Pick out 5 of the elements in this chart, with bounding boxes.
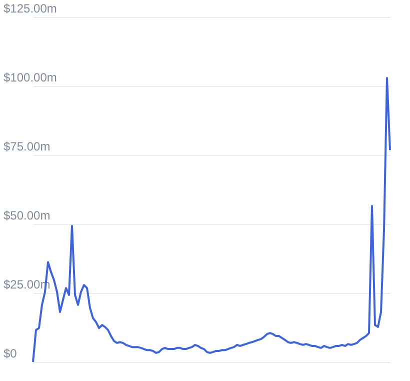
y-tick-label: $0 — [4, 346, 18, 360]
y-tick-label: $50.00m — [4, 208, 50, 222]
y-tick-label: $100.00m — [4, 70, 57, 84]
y-tick-label: $125.00m — [4, 2, 57, 16]
y-tick-label: $75.00m — [4, 140, 50, 154]
